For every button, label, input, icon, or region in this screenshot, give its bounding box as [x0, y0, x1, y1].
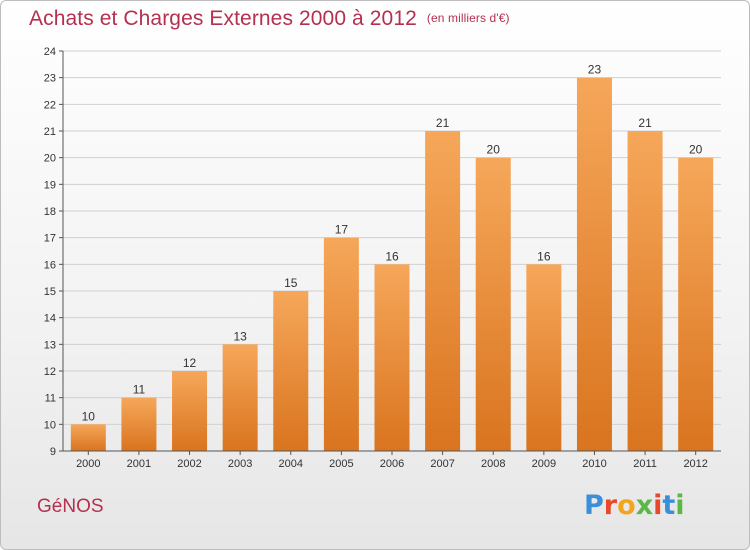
y-tick-label: 14 [44, 313, 56, 325]
y-tick-label: 20 [44, 153, 56, 165]
data-label: 23 [588, 63, 602, 77]
data-label: 16 [537, 249, 551, 263]
y-tick-label: 11 [45, 393, 56, 405]
y-tick-label: 10 [44, 419, 56, 431]
bars: 10 11 12 13 15 17 16 21 20 16 23 21 20 [70, 63, 714, 452]
logo-letter: i [675, 490, 685, 521]
commune-name: GéNOS [37, 496, 104, 517]
y-tick-label: 18 [44, 206, 56, 218]
logo-letter: x [635, 490, 654, 521]
data-label: 15 [284, 276, 298, 290]
bar-2007 [425, 131, 461, 451]
y-tick-label: 22 [44, 99, 56, 111]
x-tick-label: 2009 [532, 458, 556, 470]
y-tick-label: 13 [44, 339, 56, 351]
y-tick-label: 19 [44, 179, 56, 191]
data-label: 12 [183, 356, 197, 370]
data-label: 10 [82, 409, 96, 423]
bar-2008 [475, 157, 511, 451]
y-tick-label: 9 [50, 446, 56, 458]
bar-2010 [576, 77, 612, 452]
data-label: 21 [638, 116, 652, 130]
data-label: 21 [436, 116, 450, 130]
bar-2003 [222, 344, 258, 451]
data-label: 11 [133, 383, 146, 397]
bar-2006 [374, 264, 410, 451]
bar-2001 [121, 397, 157, 451]
x-tick-label: 2006 [380, 458, 404, 470]
data-label: 16 [385, 249, 399, 263]
logo-letter: P [584, 490, 604, 521]
x-tick-label: 2007 [430, 458, 454, 470]
y-tick-label: 12 [44, 366, 56, 378]
data-label: 20 [689, 143, 703, 157]
data-label: 20 [487, 143, 501, 157]
x-tick-label: 2012 [683, 458, 707, 470]
x-tick-label: 2000 [76, 458, 100, 470]
axes: 9 10 11 12 13 14 15 16 17 18 19 20 21 22 23 24 2000 2001 2… [44, 46, 721, 470]
bar-2011 [627, 131, 663, 451]
y-tick-label: 21 [44, 126, 56, 138]
data-label: 17 [335, 223, 349, 237]
x-tick-label: 2008 [481, 458, 505, 470]
bar-2005 [323, 237, 359, 451]
bar-2002 [172, 371, 208, 451]
x-tick-label: 2004 [279, 458, 303, 470]
data-label: 13 [233, 329, 247, 343]
logo-letter: o [617, 490, 636, 521]
chart-title: Achats et Charges Externes 2000 à 2012 (e… [29, 7, 510, 31]
logo-letter: t [662, 490, 676, 521]
logo-letter: i [653, 490, 663, 521]
y-tick-label: 23 [44, 73, 56, 85]
chart-unit: (en milliers d'€) [426, 11, 510, 25]
bar-2012 [678, 157, 714, 451]
x-tick-label: 2001 [127, 458, 151, 470]
x-tick-label: 2003 [228, 458, 252, 470]
y-tick-label: 24 [44, 46, 56, 58]
proxiti-logo: Proxiti [584, 490, 694, 526]
x-tick-label: 2010 [582, 458, 606, 470]
chart-title-text: Achats et Charges Externes 2000 à 2012 [29, 7, 417, 30]
bar-2004 [273, 291, 309, 451]
bar-2009 [526, 264, 562, 451]
y-tick-label: 15 [44, 286, 56, 298]
y-tick-label: 17 [44, 233, 56, 245]
x-tick-label: 2002 [177, 458, 201, 470]
x-tick-label: 2011 [633, 458, 657, 470]
x-tick-label: 2005 [329, 458, 353, 470]
bar-2000 [70, 424, 106, 451]
logo-letter: r [603, 490, 618, 521]
y-tick-label: 16 [44, 259, 56, 271]
